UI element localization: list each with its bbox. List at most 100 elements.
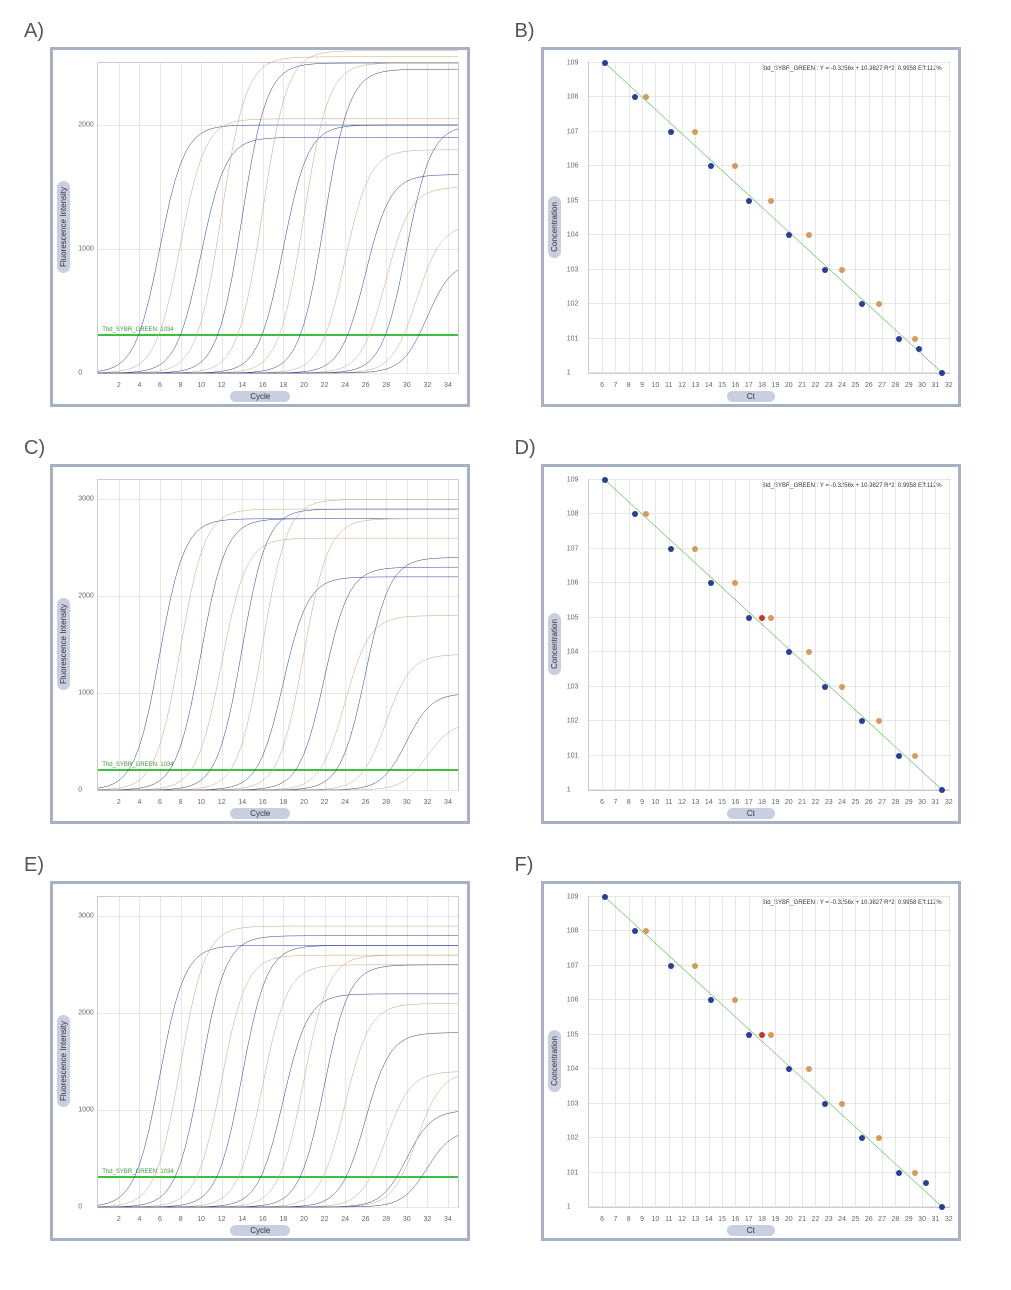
amp-chart: 2468101214161820222426283032340100020003… <box>50 881 470 1241</box>
x-tick: 22 <box>812 1216 820 1223</box>
x-tick: 8 <box>179 382 183 389</box>
data-point <box>602 60 608 66</box>
x-tick: 12 <box>218 1216 226 1223</box>
fit-svg <box>589 897 949 1207</box>
x-tick: 15 <box>718 382 726 389</box>
x-tick: 20 <box>300 1216 308 1223</box>
data-point <box>759 1032 765 1038</box>
y-tick: 107 <box>567 545 579 552</box>
x-tick: 20 <box>785 799 793 806</box>
x-tick: 12 <box>678 1216 686 1223</box>
fit-svg <box>589 63 949 373</box>
data-point <box>896 336 902 342</box>
x-tick: 28 <box>382 799 390 806</box>
data-point <box>939 787 945 793</box>
y-tick: 102 <box>567 718 579 725</box>
x-tick: 25 <box>852 382 860 389</box>
x-tick: 12 <box>218 382 226 389</box>
data-point <box>912 753 918 759</box>
data-point <box>708 997 714 1003</box>
x-tick: 30 <box>918 382 926 389</box>
x-tick: 31 <box>932 382 940 389</box>
x-tick: 17 <box>745 382 753 389</box>
x-tick: 30 <box>403 799 411 806</box>
x-tick: 2 <box>117 799 121 806</box>
x-tick: 30 <box>403 1216 411 1223</box>
x-tick: 8 <box>627 1216 631 1223</box>
x-tick: 14 <box>705 382 713 389</box>
x-tick: 27 <box>878 382 886 389</box>
curves-svg <box>98 63 458 373</box>
data-point <box>859 301 865 307</box>
data-point <box>806 649 812 655</box>
data-point <box>939 1204 945 1210</box>
x-tick: 11 <box>665 799 672 806</box>
y-axis-label: Concentration <box>548 613 561 675</box>
amp-chart: 2468101214161820222426283032340100020003… <box>50 464 470 824</box>
y-tick: 109 <box>567 60 579 67</box>
x-tick: 30 <box>918 1216 926 1223</box>
x-tick: 31 <box>932 1216 940 1223</box>
x-tick: 28 <box>382 382 390 389</box>
y-tick: 1 <box>567 1204 571 1211</box>
data-point <box>602 477 608 483</box>
x-tick: 15 <box>718 1216 726 1223</box>
x-tick: 17 <box>745 799 753 806</box>
plot-area: 2468101214161820222426283032340100020003… <box>97 896 459 1208</box>
x-tick: 31 <box>932 799 940 806</box>
y-axis-label: Fluorescence Intensity <box>57 1015 70 1107</box>
panel-label: D) <box>515 437 992 460</box>
x-axis-label: Cycle <box>230 391 290 402</box>
x-axis-label: Ct <box>727 808 775 819</box>
x-tick: 10 <box>197 1216 205 1223</box>
x-tick: 6 <box>600 799 604 806</box>
x-tick: 23 <box>825 382 833 389</box>
y-tick: 104 <box>567 232 579 239</box>
plot-area: Std_SYBR_GREEN : Y = -0.3256x + 10.9827 … <box>588 62 950 374</box>
x-tick: 22 <box>321 799 329 806</box>
x-tick: 22 <box>321 1216 329 1223</box>
x-tick: 25 <box>852 1216 860 1223</box>
data-point <box>668 129 674 135</box>
x-tick: 7 <box>613 799 617 806</box>
x-tick: 24 <box>838 382 846 389</box>
x-tick: 20 <box>300 382 308 389</box>
data-point <box>768 198 774 204</box>
y-tick: 0 <box>78 787 82 794</box>
data-point <box>632 928 638 934</box>
panel-C: C)24681012141618202224262830323401000200… <box>20 437 501 844</box>
x-tick: 30 <box>918 799 926 806</box>
x-tick: 26 <box>362 382 370 389</box>
panel-E: E)24681012141618202224262830323401000200… <box>20 854 501 1261</box>
x-tick: 12 <box>678 799 686 806</box>
x-tick: 26 <box>865 799 873 806</box>
x-axis-label: Cycle <box>230 1225 290 1236</box>
data-point <box>912 1170 918 1176</box>
x-tick: 16 <box>732 382 740 389</box>
data-point <box>876 718 882 724</box>
x-tick: 17 <box>745 1216 753 1223</box>
x-tick: 7 <box>613 1216 617 1223</box>
y-tick: 3000 <box>78 496 94 503</box>
x-tick: 20 <box>785 1216 793 1223</box>
x-tick: 12 <box>218 799 226 806</box>
y-axis-label: Concentration <box>548 1030 561 1092</box>
y-tick: 108 <box>567 928 579 935</box>
x-tick: 7 <box>613 382 617 389</box>
y-tick: 109 <box>567 894 579 901</box>
x-tick: 6 <box>158 382 162 389</box>
x-tick: 28 <box>892 382 900 389</box>
x-tick: 32 <box>423 799 431 806</box>
y-tick: 103 <box>567 266 579 273</box>
x-tick: 26 <box>865 1216 873 1223</box>
x-tick: 6 <box>158 799 162 806</box>
x-tick: 34 <box>444 799 452 806</box>
x-tick: 9 <box>640 1216 644 1223</box>
x-tick: 22 <box>812 382 820 389</box>
data-point <box>896 1170 902 1176</box>
x-tick: 27 <box>878 799 886 806</box>
x-tick: 8 <box>627 799 631 806</box>
x-tick: 6 <box>600 1216 604 1223</box>
std-chart: Std_SYBR_GREEN : Y = -0.3256x + 10.9827 … <box>541 464 961 824</box>
x-tick: 18 <box>758 1216 766 1223</box>
